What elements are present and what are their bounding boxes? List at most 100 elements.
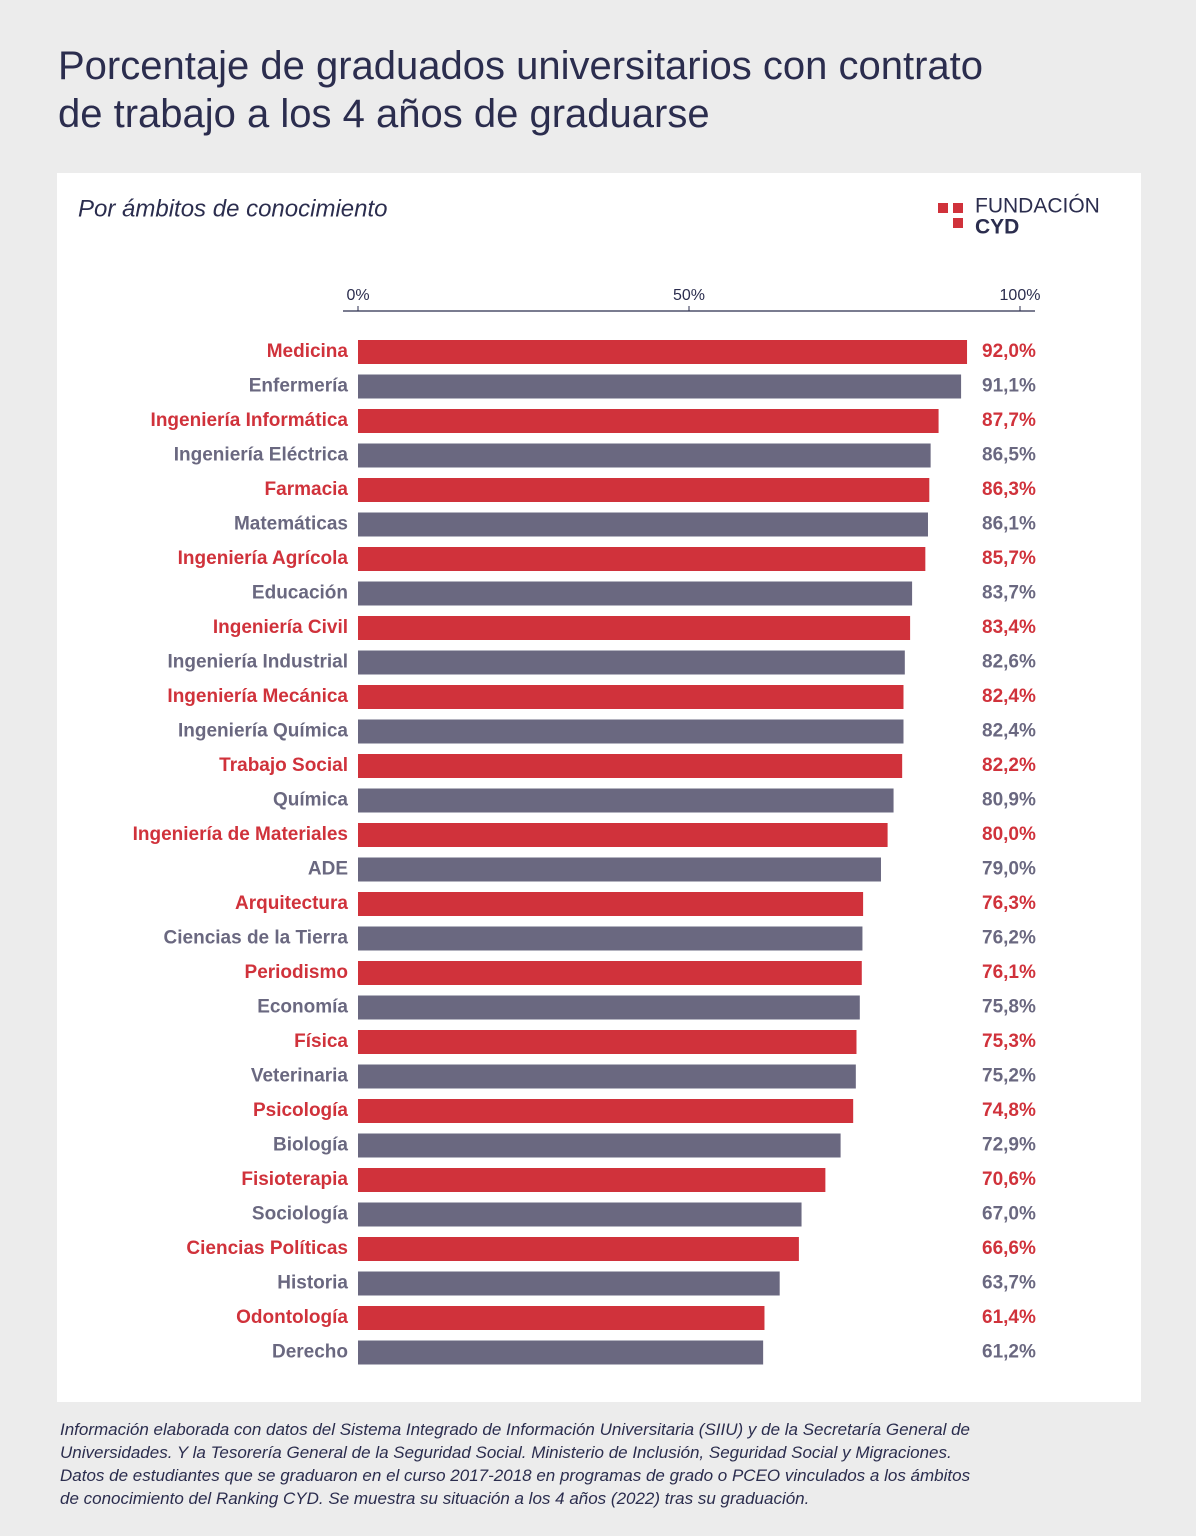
category-label: Biología xyxy=(273,1135,348,1156)
bar xyxy=(358,340,968,364)
value-label: 82,6% xyxy=(982,652,1036,673)
category-label: Trabajo Social xyxy=(219,755,348,776)
footnote: Información elaborada con datos del Sist… xyxy=(60,1420,971,1508)
category-label: Economía xyxy=(257,997,348,1018)
value-label: 83,4% xyxy=(982,617,1036,638)
bar xyxy=(358,409,939,433)
category-label: Ingeniería de Materiales xyxy=(133,824,348,845)
value-label: 80,0% xyxy=(982,824,1036,845)
bar xyxy=(358,443,931,468)
x-tick-label: 100% xyxy=(1000,287,1041,304)
value-label: 86,3% xyxy=(982,479,1036,500)
bar xyxy=(358,1202,802,1227)
category-label: Ingeniería Informática xyxy=(151,410,349,431)
bar xyxy=(358,547,926,571)
value-label: 67,0% xyxy=(982,1204,1036,1225)
bar xyxy=(358,1064,856,1089)
bar xyxy=(358,823,888,847)
value-label: 82,4% xyxy=(982,686,1036,707)
value-label: 87,7% xyxy=(982,410,1036,431)
bar xyxy=(358,961,862,985)
value-label: 76,2% xyxy=(982,928,1036,949)
category-label: Ciencias de la Tierra xyxy=(164,928,349,949)
category-label: Veterinaria xyxy=(251,1066,349,1087)
category-label: Química xyxy=(273,790,348,811)
category-label: Ingeniería Eléctrica xyxy=(174,445,349,466)
category-label: Física xyxy=(294,1031,348,1052)
bar xyxy=(358,1340,764,1365)
value-label: 86,1% xyxy=(982,514,1036,535)
bar xyxy=(358,616,911,640)
bar xyxy=(358,650,905,675)
value-label: 91,1% xyxy=(982,376,1036,397)
bar xyxy=(358,1306,765,1330)
category-label: Enfermería xyxy=(249,376,349,397)
subtitle: Por ámbitos de conocimiento xyxy=(78,195,388,222)
value-label: 76,3% xyxy=(982,893,1036,914)
value-label: 70,6% xyxy=(982,1169,1036,1190)
value-label: 82,2% xyxy=(982,755,1036,776)
value-label: 61,2% xyxy=(982,1342,1036,1363)
bar xyxy=(358,719,904,744)
value-label: 61,4% xyxy=(982,1307,1036,1328)
logo-square xyxy=(953,218,963,228)
value-label: 92,0% xyxy=(982,341,1036,362)
category-label: Psicología xyxy=(253,1100,348,1121)
bar xyxy=(358,478,930,502)
category-label: Sociología xyxy=(252,1204,349,1225)
value-label: 75,8% xyxy=(982,997,1036,1018)
bar xyxy=(358,857,881,882)
category-label: Ingeniería Agrícola xyxy=(178,548,349,569)
category-label: Ciencias Políticas xyxy=(186,1238,348,1259)
category-label: Arquitectura xyxy=(235,893,348,914)
category-label: Odontología xyxy=(236,1307,348,1328)
bar xyxy=(358,685,904,709)
category-label: Ingeniería Química xyxy=(178,721,348,742)
bar xyxy=(358,788,894,813)
category-label: Matemáticas xyxy=(234,514,348,535)
bar xyxy=(358,581,913,606)
category-label: Ingeniería Mecánica xyxy=(167,686,348,707)
category-label: ADE xyxy=(308,859,348,880)
x-tick-label: 0% xyxy=(346,287,369,304)
bar xyxy=(358,892,864,916)
bar xyxy=(358,926,863,951)
category-label: Ingeniería Civil xyxy=(213,617,348,638)
category-label: Educación xyxy=(252,583,348,604)
category-label: Derecho xyxy=(272,1342,348,1363)
value-label: 66,6% xyxy=(982,1238,1036,1259)
bar xyxy=(358,1099,854,1123)
value-label: 86,5% xyxy=(982,445,1036,466)
logo-square xyxy=(953,203,963,213)
category-label: Farmacia xyxy=(265,479,349,500)
value-label: 79,0% xyxy=(982,859,1036,880)
bar xyxy=(358,1237,799,1261)
bar xyxy=(358,512,928,537)
category-label: Ingeniería Industrial xyxy=(167,652,348,673)
category-label: Periodismo xyxy=(245,962,348,983)
value-label: 74,8% xyxy=(982,1100,1036,1121)
logo-text: FUNDACIÓN xyxy=(975,195,1100,218)
bar xyxy=(358,1133,841,1158)
value-label: 75,3% xyxy=(982,1031,1036,1052)
bar xyxy=(358,754,903,778)
category-label: Fisioterapia xyxy=(241,1169,348,1190)
value-label: 80,9% xyxy=(982,790,1036,811)
value-label: 63,7% xyxy=(982,1273,1036,1294)
logo-text: CYD xyxy=(975,216,1019,239)
bar xyxy=(358,1030,857,1054)
x-tick-label: 50% xyxy=(673,287,705,304)
value-label: 83,7% xyxy=(982,583,1036,604)
value-label: 82,4% xyxy=(982,721,1036,742)
chart-title: Porcentaje de graduados universitarios c… xyxy=(58,44,983,136)
bar xyxy=(358,1271,780,1296)
bar xyxy=(358,1168,826,1192)
value-label: 75,2% xyxy=(982,1066,1036,1087)
value-label: 76,1% xyxy=(982,962,1036,983)
logo-square xyxy=(938,203,948,213)
category-label: Historia xyxy=(277,1273,348,1294)
bar xyxy=(358,995,860,1020)
category-label: Medicina xyxy=(267,341,349,362)
